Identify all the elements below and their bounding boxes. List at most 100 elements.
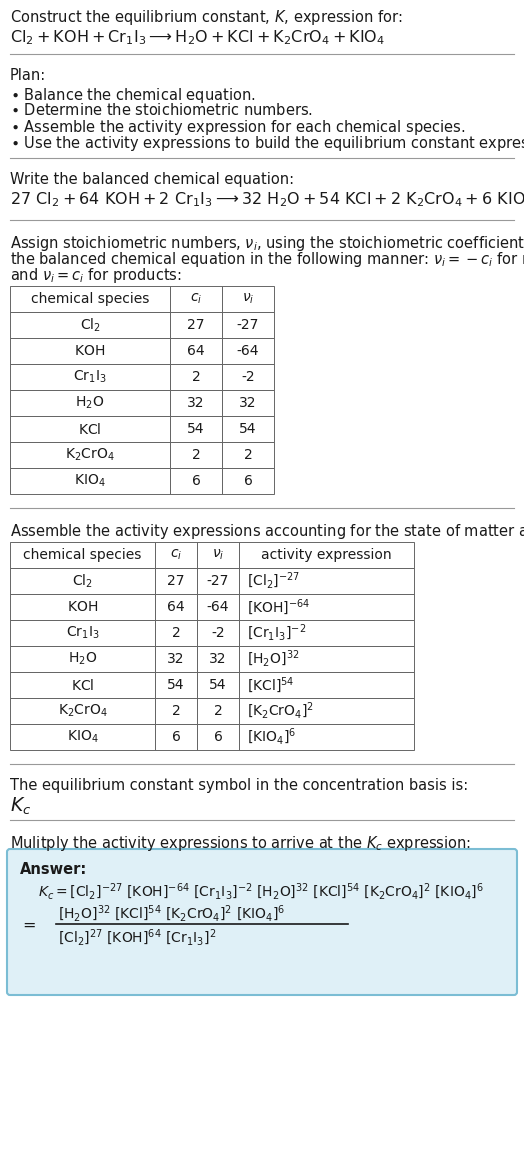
Bar bbox=[10, 286, 170, 312]
Text: The equilibrium constant symbol in the concentration basis is:: The equilibrium constant symbol in the c… bbox=[10, 778, 468, 794]
Text: Assign stoichiometric numbers, $\nu_i$, using the stoichiometric coefficients, $: Assign stoichiometric numbers, $\nu_i$, … bbox=[10, 235, 524, 253]
Bar bbox=[10, 415, 170, 442]
Text: chemical species: chemical species bbox=[23, 548, 141, 562]
Text: $[\mathrm{H_2O}]^{32}\ [\mathrm{KCl}]^{54}\ [\mathrm{K_2CrO_4}]^2\ [\mathrm{KIO_: $[\mathrm{H_2O}]^{32}\ [\mathrm{KCl}]^{5… bbox=[58, 904, 286, 924]
Bar bbox=[170, 390, 222, 415]
Text: 2: 2 bbox=[192, 370, 200, 384]
Bar bbox=[170, 364, 222, 390]
Text: 32: 32 bbox=[187, 396, 205, 410]
Text: -2: -2 bbox=[211, 626, 225, 640]
Text: Construct the equilibrium constant, $K$, expression for:: Construct the equilibrium constant, $K$,… bbox=[10, 8, 402, 27]
Bar bbox=[155, 541, 197, 568]
Bar bbox=[10, 364, 170, 390]
Text: chemical species: chemical species bbox=[31, 292, 149, 306]
Text: 54: 54 bbox=[239, 422, 257, 436]
Text: $27\ \mathrm{Cl_2 + 64\ KOH + 2\ Cr_1I_3 \longrightarrow 32\ H_2O + 54\ KCl + 2\: $27\ \mathrm{Cl_2 + 64\ KOH + 2\ Cr_1I_3… bbox=[10, 190, 524, 209]
Text: $\nu_i$: $\nu_i$ bbox=[242, 292, 254, 306]
Text: $=$: $=$ bbox=[19, 916, 36, 931]
Bar bbox=[10, 647, 155, 672]
Bar bbox=[197, 672, 239, 698]
Text: and $\nu_i = c_i$ for products:: and $\nu_i = c_i$ for products: bbox=[10, 266, 182, 285]
Text: $[\mathrm{Cr_1I_3}]^{-2}$: $[\mathrm{Cr_1I_3}]^{-2}$ bbox=[247, 623, 306, 643]
Bar bbox=[239, 698, 414, 724]
Bar bbox=[197, 698, 239, 724]
Bar bbox=[10, 390, 170, 415]
Bar bbox=[155, 568, 197, 594]
Text: 64: 64 bbox=[187, 344, 205, 358]
Bar bbox=[239, 541, 414, 568]
Text: $\mathrm{KOH}$: $\mathrm{KOH}$ bbox=[67, 600, 98, 614]
Bar bbox=[170, 286, 222, 312]
Bar bbox=[10, 312, 170, 338]
Text: $\mathrm{K_2CrO_4}$: $\mathrm{K_2CrO_4}$ bbox=[58, 703, 107, 719]
Bar bbox=[10, 541, 155, 568]
Bar bbox=[197, 541, 239, 568]
Bar bbox=[197, 620, 239, 647]
Text: Assemble the activity expressions accounting for the state of matter and $\nu_i$: Assemble the activity expressions accoun… bbox=[10, 522, 524, 541]
FancyBboxPatch shape bbox=[7, 850, 517, 995]
Text: $[\mathrm{Cl_2}]^{27}\ [\mathrm{KOH}]^{64}\ [\mathrm{Cr_1I_3}]^2$: $[\mathrm{Cl_2}]^{27}\ [\mathrm{KOH}]^{6… bbox=[58, 928, 216, 949]
Text: Plan:: Plan: bbox=[10, 68, 46, 83]
Text: 2: 2 bbox=[172, 704, 180, 718]
Bar bbox=[222, 286, 274, 312]
Text: 32: 32 bbox=[209, 652, 227, 666]
Text: -64: -64 bbox=[207, 600, 230, 614]
Text: 2: 2 bbox=[192, 448, 200, 462]
Bar bbox=[197, 594, 239, 620]
Bar bbox=[222, 338, 274, 364]
Bar bbox=[155, 620, 197, 647]
Text: 64: 64 bbox=[167, 600, 185, 614]
Text: 54: 54 bbox=[209, 678, 227, 692]
Bar bbox=[239, 620, 414, 647]
Text: $\mathrm{Cl_2}$: $\mathrm{Cl_2}$ bbox=[72, 572, 93, 589]
Bar bbox=[155, 647, 197, 672]
Bar bbox=[170, 468, 222, 494]
Text: 2: 2 bbox=[172, 626, 180, 640]
Text: $[\mathrm{H_2O}]^{32}$: $[\mathrm{H_2O}]^{32}$ bbox=[247, 649, 299, 669]
Bar bbox=[197, 647, 239, 672]
Bar bbox=[197, 724, 239, 750]
Text: $\bullet$ Assemble the activity expression for each chemical species.: $\bullet$ Assemble the activity expressi… bbox=[10, 118, 465, 137]
Text: 2: 2 bbox=[214, 704, 222, 718]
Bar bbox=[10, 338, 170, 364]
Text: 32: 32 bbox=[239, 396, 257, 410]
Text: $[\mathrm{KCl}]^{54}$: $[\mathrm{KCl}]^{54}$ bbox=[247, 675, 294, 694]
Text: 6: 6 bbox=[214, 731, 222, 745]
Bar bbox=[239, 724, 414, 750]
Text: $\mathrm{KOH}$: $\mathrm{KOH}$ bbox=[74, 344, 105, 358]
Text: the balanced chemical equation in the following manner: $\nu_i = -c_i$ for react: the balanced chemical equation in the fo… bbox=[10, 250, 524, 270]
Text: $\mathrm{KCl}$: $\mathrm{KCl}$ bbox=[78, 421, 102, 436]
Text: $K_c$: $K_c$ bbox=[10, 796, 31, 817]
Bar bbox=[239, 568, 414, 594]
Bar bbox=[155, 672, 197, 698]
Text: $\bullet$ Balance the chemical equation.: $\bullet$ Balance the chemical equation. bbox=[10, 86, 255, 105]
Bar bbox=[222, 390, 274, 415]
Text: -27: -27 bbox=[237, 317, 259, 331]
Bar bbox=[239, 647, 414, 672]
Text: 54: 54 bbox=[167, 678, 185, 692]
Bar bbox=[10, 724, 155, 750]
Text: $[\mathrm{KOH}]^{-64}$: $[\mathrm{KOH}]^{-64}$ bbox=[247, 598, 310, 617]
Bar bbox=[10, 620, 155, 647]
Text: $\mathrm{KIO_4}$: $\mathrm{KIO_4}$ bbox=[74, 473, 106, 489]
Text: 2: 2 bbox=[244, 448, 253, 462]
Bar bbox=[222, 312, 274, 338]
Bar bbox=[10, 468, 170, 494]
Bar bbox=[222, 415, 274, 442]
Bar bbox=[222, 442, 274, 468]
Text: $K_c = [\mathrm{Cl_2}]^{-27}\ [\mathrm{KOH}]^{-64}\ [\mathrm{Cr_1I_3}]^{-2}\ [\m: $K_c = [\mathrm{Cl_2}]^{-27}\ [\mathrm{K… bbox=[38, 882, 484, 902]
Text: $[\mathrm{Cl_2}]^{-27}$: $[\mathrm{Cl_2}]^{-27}$ bbox=[247, 571, 300, 592]
Bar bbox=[155, 724, 197, 750]
Text: 32: 32 bbox=[167, 652, 185, 666]
Bar bbox=[155, 698, 197, 724]
Bar bbox=[239, 672, 414, 698]
Text: $\mathrm{K_2CrO_4}$: $\mathrm{K_2CrO_4}$ bbox=[65, 447, 115, 463]
Text: 6: 6 bbox=[192, 474, 201, 488]
Text: $[\mathrm{KIO_4}]^6$: $[\mathrm{KIO_4}]^6$ bbox=[247, 727, 296, 747]
Bar bbox=[239, 594, 414, 620]
Text: $\mathrm{KCl}$: $\mathrm{KCl}$ bbox=[71, 678, 94, 692]
Text: Answer:: Answer: bbox=[20, 862, 88, 876]
Text: Write the balanced chemical equation:: Write the balanced chemical equation: bbox=[10, 172, 294, 187]
Text: $c_i$: $c_i$ bbox=[190, 292, 202, 306]
Text: activity expression: activity expression bbox=[261, 548, 392, 562]
